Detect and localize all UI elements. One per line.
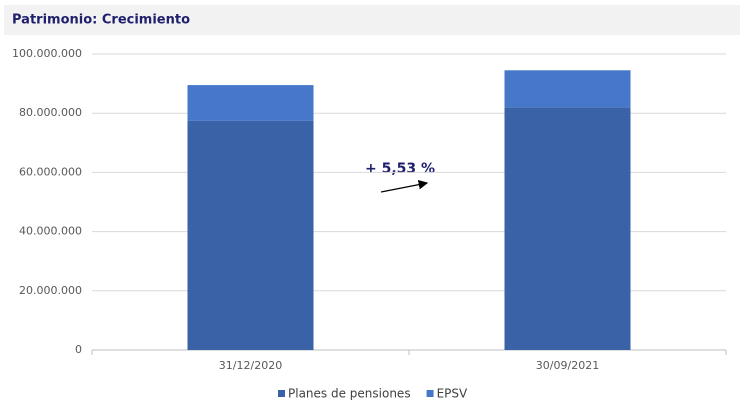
y-tick-label: 100.000.000: [12, 47, 82, 60]
legend-swatch: [278, 390, 285, 397]
y-tick-label: 80.000.000: [19, 106, 82, 119]
bar-segment: [187, 120, 314, 350]
legend-label: Planes de pensiones: [288, 387, 411, 401]
bar-segment: [504, 70, 631, 108]
y-tick-label: 0: [75, 343, 82, 356]
y-tick-label: 20.000.000: [19, 284, 82, 297]
annotation-arrow: [380, 179, 429, 193]
legend-label: EPSV: [437, 387, 468, 401]
y-tick-label: 40.000.000: [19, 225, 82, 238]
y-tick-label: 60.000.000: [19, 165, 82, 178]
bar-segment: [187, 85, 314, 121]
annotation: + 5,53 %: [365, 161, 435, 177]
legend-swatch: [426, 390, 434, 397]
chart-title: Patrimonio: Crecimiento: [12, 13, 190, 28]
x-tick-label: 31/12/2020: [219, 359, 282, 372]
x-tick-label: 30/09/2021: [536, 359, 599, 372]
title-bar: [4, 5, 740, 35]
bar-segment: [504, 107, 631, 350]
